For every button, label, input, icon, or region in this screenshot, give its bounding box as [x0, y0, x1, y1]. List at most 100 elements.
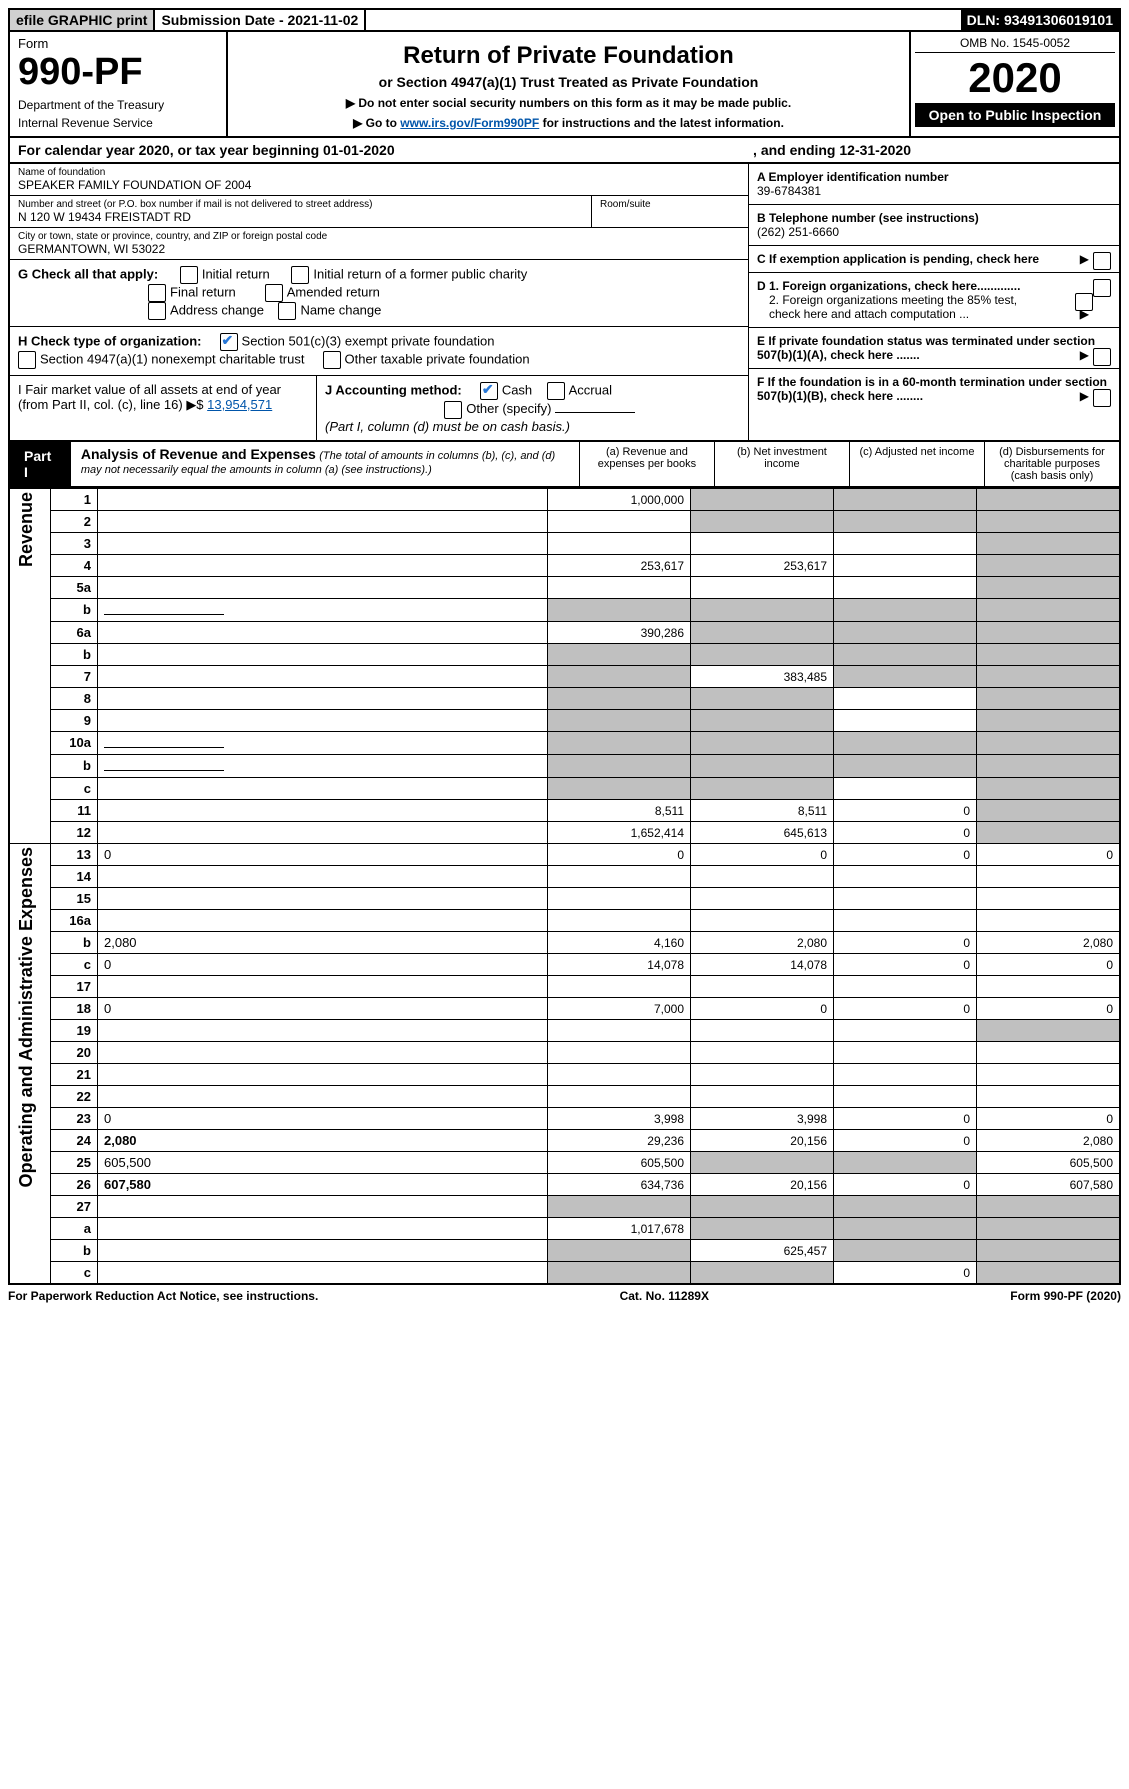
row-number: b: [51, 754, 98, 777]
row-col-c: [834, 488, 977, 510]
row-col-b: 3,998: [691, 1107, 834, 1129]
row-col-c: [834, 1041, 977, 1063]
row-col-c: 0: [834, 799, 977, 821]
chk-other-method[interactable]: [444, 401, 462, 419]
row-col-a: [548, 909, 691, 931]
row-desc: [98, 598, 548, 621]
row-col-b: [691, 1063, 834, 1085]
chk-e[interactable]: [1093, 348, 1111, 366]
row-desc: [98, 621, 548, 643]
row-col-b: [691, 576, 834, 598]
row-col-a: 8,511: [548, 799, 691, 821]
chk-cash[interactable]: [480, 382, 498, 400]
row-desc: [98, 754, 548, 777]
row-col-a: 634,736: [548, 1173, 691, 1195]
row-desc: 607,580: [98, 1173, 548, 1195]
row-number: 22: [51, 1085, 98, 1107]
row-number: 4: [51, 554, 98, 576]
header-mid: Return of Private Foundation or Section …: [228, 32, 909, 136]
row-col-d: [977, 777, 1121, 799]
row-col-b: [691, 1041, 834, 1063]
row-col-c: [834, 709, 977, 731]
row-number: b: [51, 931, 98, 953]
revenue-side-label: Revenue: [9, 488, 51, 843]
row-number: 15: [51, 887, 98, 909]
row-col-d: [977, 1217, 1121, 1239]
chk-final[interactable]: [148, 284, 166, 302]
row-col-b: [691, 975, 834, 997]
row-col-d: [977, 1195, 1121, 1217]
cal-end: , and ending 12-31-2020: [753, 142, 911, 158]
row-col-a: [548, 754, 691, 777]
row-col-c: [834, 731, 977, 754]
row-desc: [98, 643, 548, 665]
row-col-c: [834, 643, 977, 665]
row-number: 13: [51, 843, 98, 865]
tax-year: 2020: [915, 57, 1115, 99]
row-number: 9: [51, 709, 98, 731]
section-h: H Check type of organization: Section 50…: [10, 327, 748, 376]
row-number: b: [51, 1239, 98, 1261]
row-number: 17: [51, 975, 98, 997]
row-col-d: [977, 1063, 1121, 1085]
row-col-b: 625,457: [691, 1239, 834, 1261]
row-desc: [98, 1019, 548, 1041]
row-col-d: [977, 687, 1121, 709]
row-desc: [98, 777, 548, 799]
row-col-c: [834, 865, 977, 887]
submission-date: Submission Date - 2021-11-02: [155, 10, 366, 30]
chk-addr-change[interactable]: [148, 302, 166, 320]
chk-name-change[interactable]: [278, 302, 296, 320]
row-desc: [98, 1085, 548, 1107]
fmv-value[interactable]: 13,954,571: [207, 397, 272, 412]
row-col-c: [834, 909, 977, 931]
chk-c[interactable]: [1093, 252, 1111, 270]
row-col-d: [977, 1019, 1121, 1041]
row-col-c: 0: [834, 843, 977, 865]
chk-other-taxable[interactable]: [323, 351, 341, 369]
section-j: J Accounting method: Cash Accrual Other …: [317, 376, 748, 440]
chk-initial-former[interactable]: [291, 266, 309, 284]
row-col-b: [691, 621, 834, 643]
omb-number: OMB No. 1545-0052: [915, 36, 1115, 53]
row-col-d: [977, 598, 1121, 621]
city-state-zip: GERMANTOWN, WI 53022: [18, 242, 740, 256]
row-col-a: [548, 709, 691, 731]
row-col-a: [548, 887, 691, 909]
chk-amended[interactable]: [265, 284, 283, 302]
section-f: F If the foundation is in a 60-month ter…: [749, 369, 1119, 409]
row-desc: [98, 488, 548, 510]
row-number: 1: [51, 488, 98, 510]
row-col-d: [977, 510, 1121, 532]
row-col-b: [691, 532, 834, 554]
row-col-c: [834, 1195, 977, 1217]
row-col-d: 0: [977, 843, 1121, 865]
form-label: Form: [18, 36, 218, 51]
row-col-a: 1,017,678: [548, 1217, 691, 1239]
row-col-b: [691, 1019, 834, 1041]
row-col-a: [548, 1195, 691, 1217]
row-desc: [98, 510, 548, 532]
chk-f[interactable]: [1093, 389, 1111, 407]
header-left: Form 990-PF Department of the Treasury I…: [10, 32, 228, 136]
row-col-a: 3,998: [548, 1107, 691, 1129]
row-col-b: 0: [691, 843, 834, 865]
row-number: 5a: [51, 576, 98, 598]
row-col-b: 8,511: [691, 799, 834, 821]
row-desc: [98, 1217, 548, 1239]
row-col-b: [691, 1195, 834, 1217]
row-number: b: [51, 598, 98, 621]
chk-501c3[interactable]: [220, 333, 238, 351]
row-col-c: [834, 887, 977, 909]
chk-accrual[interactable]: [547, 382, 565, 400]
row-col-b: [691, 709, 834, 731]
chk-4947[interactable]: [18, 351, 36, 369]
row-desc: [98, 709, 548, 731]
irs-link[interactable]: www.irs.gov/Form990PF: [400, 116, 539, 130]
chk-initial[interactable]: [180, 266, 198, 284]
address-cell: Number and street (or P.O. box number if…: [10, 196, 591, 228]
row-number: 11: [51, 799, 98, 821]
chk-d1[interactable]: [1093, 279, 1111, 297]
row-desc: [98, 665, 548, 687]
row-col-c: 0: [834, 1173, 977, 1195]
